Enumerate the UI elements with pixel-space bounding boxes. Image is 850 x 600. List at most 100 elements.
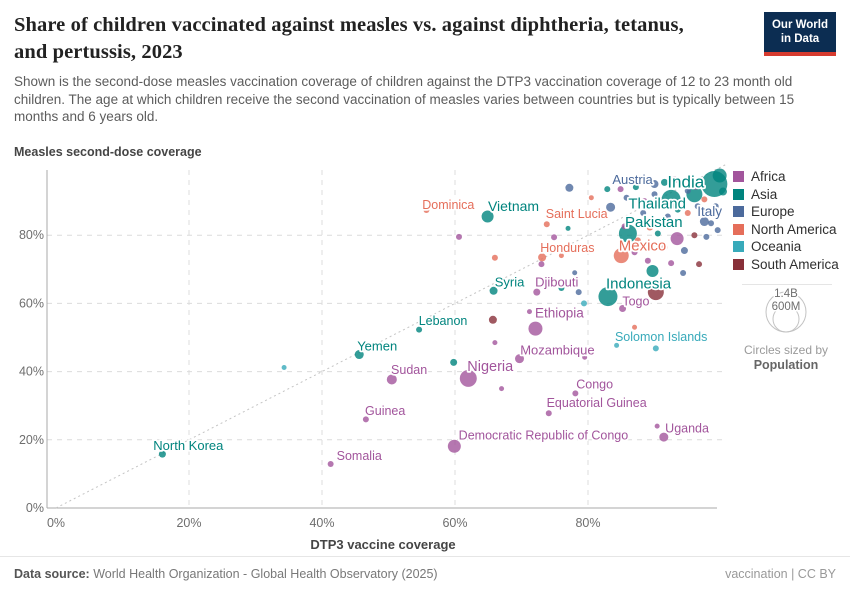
data-point[interactable]	[691, 232, 698, 239]
country-label-sudan[interactable]: Sudan	[389, 361, 429, 379]
data-point[interactable]	[696, 261, 703, 268]
data-point[interactable]	[614, 342, 620, 348]
data-point[interactable]	[632, 324, 638, 330]
data-point-nigeria[interactable]	[459, 369, 477, 387]
data-point-vietnam[interactable]	[481, 210, 494, 223]
data-point[interactable]	[680, 247, 688, 255]
data-point-saint-lucia[interactable]	[543, 221, 550, 228]
data-point-north-korea[interactable]	[158, 450, 166, 458]
data-point-djibouti[interactable]	[533, 288, 541, 296]
legend-item-europe[interactable]: Europe	[733, 204, 839, 219]
data-point[interactable]	[558, 285, 565, 292]
data-point-congo[interactable]	[572, 390, 579, 397]
data-point[interactable]	[660, 178, 668, 186]
data-point[interactable]	[572, 270, 578, 276]
data-point-lebanon[interactable]	[416, 326, 423, 333]
data-point-guinea[interactable]	[362, 416, 369, 423]
data-point[interactable]	[526, 309, 532, 315]
country-label-north-korea[interactable]: North Korea	[152, 436, 226, 455]
data-point-indonesia[interactable]	[598, 287, 618, 307]
data-point[interactable]	[581, 300, 588, 307]
data-point[interactable]	[714, 227, 721, 234]
country-label-italy[interactable]: Italy	[696, 202, 725, 221]
country-label-lebanon[interactable]: Lebanon	[417, 312, 469, 330]
country-label-equatorial-guinea[interactable]: Equatorial Guinea	[545, 394, 649, 412]
data-point[interactable]	[701, 196, 708, 203]
country-label-mozambique[interactable]: Mozambique	[518, 341, 596, 360]
data-point[interactable]	[647, 284, 664, 301]
data-point[interactable]	[624, 178, 631, 185]
country-label-syria[interactable]: Syria	[493, 273, 527, 292]
data-point[interactable]	[668, 260, 675, 267]
data-point[interactable]	[632, 184, 639, 191]
legend-item-oceania[interactable]: Oceania	[733, 239, 839, 254]
data-point[interactable]	[703, 233, 710, 240]
country-label-solomon-islands[interactable]: Solomon Islands	[613, 328, 709, 346]
data-point-somalia[interactable]	[327, 461, 334, 468]
data-point[interactable]	[658, 203, 665, 210]
data-point[interactable]	[582, 354, 588, 360]
data-point[interactable]	[684, 187, 691, 194]
data-point[interactable]	[680, 270, 687, 277]
data-point[interactable]	[692, 183, 699, 190]
data-point-mexico[interactable]	[613, 248, 629, 264]
legend-item-asia[interactable]: Asia	[733, 187, 839, 202]
data-point[interactable]	[712, 168, 727, 183]
data-point[interactable]	[492, 340, 498, 346]
country-label-djibouti[interactable]: Djibouti	[533, 273, 580, 292]
data-point[interactable]	[604, 186, 611, 193]
country-label-ethiopia[interactable]: Ethiopia	[533, 304, 586, 323]
data-point[interactable]	[450, 358, 458, 366]
data-point[interactable]	[499, 386, 505, 392]
country-label-saint-lucia[interactable]: Saint Lucia	[544, 205, 609, 223]
data-point-equatorial-guinea[interactable]	[545, 410, 552, 417]
data-point[interactable]	[606, 202, 616, 212]
data-point[interactable]	[491, 254, 498, 261]
data-point[interactable]	[631, 249, 638, 256]
data-point[interactable]	[488, 315, 497, 324]
license-note[interactable]: vaccination | CC BY	[725, 567, 836, 581]
country-label-dominica[interactable]: Dominica	[421, 196, 477, 214]
legend-item-africa[interactable]: Africa	[733, 169, 839, 184]
country-label-pakistan[interactable]: Pakistan	[623, 212, 684, 233]
data-point[interactable]	[281, 365, 287, 371]
data-point[interactable]	[575, 289, 582, 296]
country-label-honduras[interactable]: Honduras	[539, 239, 597, 257]
data-point[interactable]	[708, 220, 715, 227]
data-point[interactable]	[455, 233, 462, 240]
data-point-democratic-republic-of-congo[interactable]	[447, 439, 461, 453]
data-point[interactable]	[664, 213, 671, 220]
data-point[interactable]	[617, 186, 624, 193]
data-point-togo[interactable]	[619, 305, 627, 313]
data-point[interactable]	[670, 232, 684, 246]
data-point[interactable]	[674, 206, 681, 213]
data-point[interactable]	[640, 210, 647, 217]
data-point[interactable]	[718, 187, 727, 196]
owid-logo[interactable]: Our World in Data	[764, 12, 836, 56]
country-label-congo[interactable]: Congo	[574, 376, 614, 394]
data-point[interactable]	[670, 176, 678, 184]
data-point[interactable]	[694, 203, 701, 210]
data-point[interactable]	[661, 244, 668, 251]
data-point[interactable]	[654, 230, 661, 237]
country-label-togo[interactable]: Togo	[621, 293, 652, 311]
country-label-nigeria[interactable]: Nigeria	[466, 357, 516, 377]
data-point-uganda[interactable]	[659, 432, 669, 442]
data-point-dominica[interactable]	[423, 206, 430, 213]
data-point-mozambique[interactable]	[515, 354, 525, 364]
data-point-sudan[interactable]	[386, 374, 397, 385]
data-point[interactable]	[684, 210, 691, 217]
country-label-somalia[interactable]: Somalia	[335, 447, 384, 465]
data-point-solomon-islands[interactable]	[652, 345, 659, 352]
country-label-austria[interactable]: Austria	[611, 170, 656, 189]
data-point[interactable]	[641, 198, 648, 205]
data-point-honduras[interactable]	[538, 253, 547, 262]
data-point[interactable]	[654, 423, 660, 429]
data-point[interactable]	[712, 203, 719, 210]
data-point-thailand[interactable]	[661, 189, 681, 209]
data-point[interactable]	[538, 261, 545, 268]
data-point[interactable]	[644, 257, 651, 264]
country-label-yemen[interactable]: Yemen	[355, 337, 399, 356]
data-point[interactable]	[623, 194, 630, 201]
country-label-mexico[interactable]: Mexico	[617, 236, 668, 257]
